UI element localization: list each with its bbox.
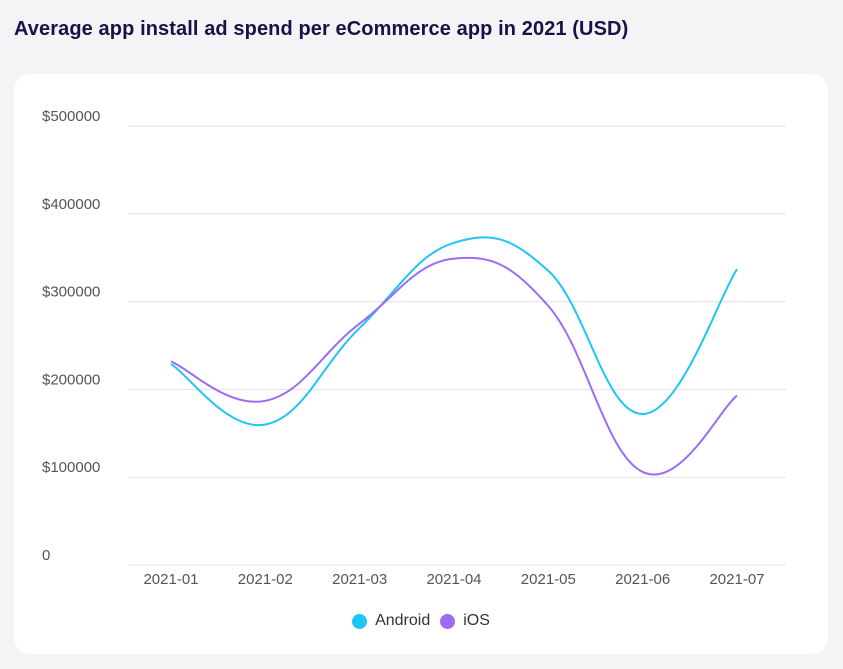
y-tick-label: $400000 [42,196,100,213]
y-tick-label: $200000 [42,371,100,388]
legend-dot-icon [440,613,456,629]
line-chart: $500000 $400000 $300000 $200000 $100000 0 202… [42,108,786,588]
x-tick-label: 2021-03 [332,571,387,588]
chart-title: Average app install ad spend per eCommer… [14,18,629,40]
x-tick-label: 2021-04 [426,571,481,588]
x-tick-label: 2021-01 [143,571,198,588]
y-axis-ticks: $500000 $400000 $300000 $200000 $100000 0 [42,108,100,564]
x-tick-label: 2021-05 [521,571,576,588]
grid-lines [128,125,786,566]
y-tick-label: $500000 [42,108,100,125]
y-tick-label: 0 [42,547,50,564]
series-lines [170,236,738,476]
series-line-ios[interactable] [170,256,738,476]
y-tick-label: $100000 [42,459,100,476]
chart-card: $500000 $400000 $300000 $200000 $100000 0 202… [14,74,828,654]
legend: Android iOS [14,612,828,630]
series-line-android[interactable] [170,236,738,427]
x-tick-label: 2021-06 [615,571,670,588]
y-tick-label: $300000 [42,284,100,301]
x-tick-label: 2021-07 [709,571,764,588]
legend-item-ios[interactable]: iOS [440,612,490,630]
legend-dot-icon [352,613,368,629]
x-tick-label: 2021-02 [238,571,293,588]
legend-label: iOS [463,612,490,629]
legend-label: Android [375,612,431,629]
x-axis-ticks: 2021-01 2021-02 2021-03 2021-04 2021-05 2021-… [143,571,764,588]
legend-item-android[interactable]: Android [352,612,430,630]
